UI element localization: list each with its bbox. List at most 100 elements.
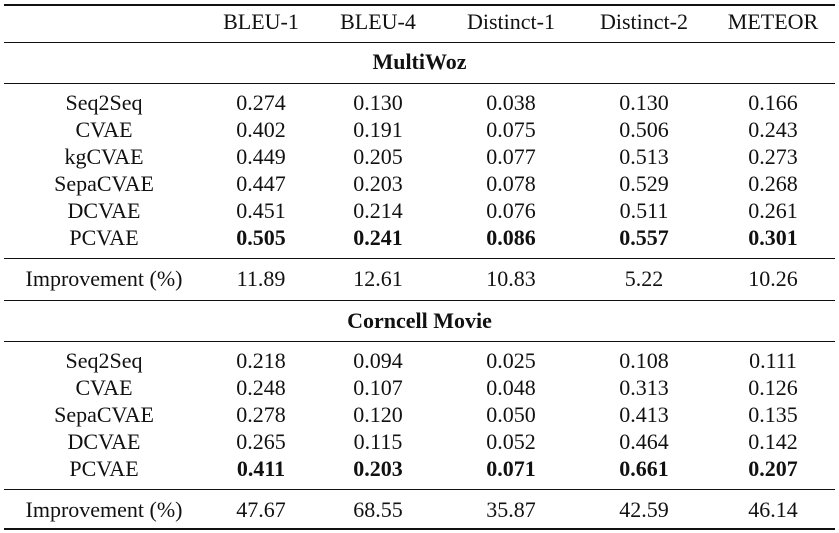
improvement-distinct-2: 5.22 xyxy=(624,266,664,291)
value-bleu-1: 0.248 xyxy=(236,375,286,400)
value-bleu-4: 0.120 xyxy=(353,402,403,427)
table-row: Seq2Seq 0.218 0.094 0.025 0.108 0.111 xyxy=(4,347,835,374)
table-row: DCVAE 0.265 0.115 0.052 0.464 0.142 xyxy=(4,428,835,455)
improvement-meteor: 46.14 xyxy=(748,497,798,522)
improvement-bleu-4: 68.55 xyxy=(353,497,403,522)
value-distinct-2: 0.511 xyxy=(619,198,669,223)
value-meteor: 0.273 xyxy=(748,144,798,169)
value-bleu-4: 0.115 xyxy=(353,429,403,454)
header-cell-model xyxy=(4,8,204,35)
value-distinct-1: 0.050 xyxy=(486,402,536,427)
value-bleu-4: 0.094 xyxy=(353,348,403,373)
model-name: kgCVAE xyxy=(64,144,144,169)
value-distinct-1: 0.078 xyxy=(486,171,536,196)
improvement-row: Improvement (%) 11.89 12.61 10.83 5.22 1… xyxy=(4,265,835,292)
value-bleu-4: 0.130 xyxy=(353,90,403,115)
model-name: PCVAE xyxy=(69,225,139,250)
table-row: SepaCVAE 0.278 0.120 0.050 0.413 0.135 xyxy=(4,401,835,428)
section-title-rule xyxy=(4,341,835,342)
value-bleu-1: 0.278 xyxy=(236,402,286,427)
value-meteor: 0.135 xyxy=(748,402,798,427)
value-distinct-2: 0.108 xyxy=(619,348,669,373)
improvement-rule xyxy=(4,258,835,259)
value-distinct-2: 0.557 xyxy=(619,225,669,250)
value-distinct-2: 0.313 xyxy=(619,375,669,400)
value-bleu-4: 0.191 xyxy=(353,117,403,142)
header-cell-distinct-1: Distinct-1 xyxy=(467,9,555,34)
value-distinct-1: 0.038 xyxy=(486,90,536,115)
model-name: DCVAE xyxy=(67,198,141,223)
header-rule xyxy=(4,42,835,43)
improvement-label: Improvement (%) xyxy=(25,497,183,522)
improvement-distinct-2: 42.59 xyxy=(619,497,669,522)
improvement-distinct-1: 10.83 xyxy=(486,266,536,291)
value-bleu-4: 0.205 xyxy=(353,144,403,169)
value-bleu-1: 0.274 xyxy=(236,90,286,115)
improvement-meteor: 10.26 xyxy=(748,266,798,291)
table-row: Seq2Seq 0.274 0.130 0.038 0.130 0.166 xyxy=(4,89,835,116)
value-distinct-2: 0.506 xyxy=(619,117,669,142)
model-name: DCVAE xyxy=(67,429,141,454)
improvement-label: Improvement (%) xyxy=(25,266,183,291)
improvement-bleu-1: 47.67 xyxy=(236,497,286,522)
value-distinct-1: 0.048 xyxy=(486,375,536,400)
model-name: PCVAE xyxy=(69,456,139,481)
header-cell-bleu-4: BLEU-4 xyxy=(340,9,416,34)
value-meteor: 0.111 xyxy=(749,348,797,373)
improvement-distinct-1: 35.87 xyxy=(486,497,536,522)
value-distinct-1: 0.025 xyxy=(486,348,536,373)
model-name: SepaCVAE xyxy=(54,171,154,196)
table-row-best: PCVAE 0.411 0.203 0.071 0.661 0.207 xyxy=(4,455,835,482)
table-row: CVAE 0.248 0.107 0.048 0.313 0.126 xyxy=(4,374,835,401)
value-distinct-1: 0.052 xyxy=(486,429,536,454)
value-distinct-2: 0.464 xyxy=(619,429,669,454)
model-name: CVAE xyxy=(75,375,133,400)
improvement-bleu-4: 12.61 xyxy=(353,266,403,291)
model-name: CVAE xyxy=(75,117,133,142)
value-meteor: 0.268 xyxy=(748,171,798,196)
value-distinct-2: 0.661 xyxy=(619,456,669,481)
header-cell-distinct-2: Distinct-2 xyxy=(600,9,688,34)
model-name: SepaCVAE xyxy=(54,402,154,427)
value-bleu-1: 0.218 xyxy=(236,348,286,373)
header-cell-bleu-1: BLEU-1 xyxy=(223,9,299,34)
value-distinct-2: 0.413 xyxy=(619,402,669,427)
improvement-rule xyxy=(4,489,835,490)
value-bleu-1: 0.411 xyxy=(236,456,286,481)
value-bleu-4: 0.203 xyxy=(353,456,403,481)
model-name: Seq2Seq xyxy=(65,90,143,115)
section-rule xyxy=(4,300,835,301)
value-bleu-1: 0.505 xyxy=(236,225,286,250)
section-title-corncell-movie: Corncell Movie xyxy=(347,308,492,333)
value-bleu-1: 0.449 xyxy=(236,144,286,169)
table-top-rule xyxy=(4,4,835,6)
value-distinct-2: 0.529 xyxy=(619,171,669,196)
table-row: SepaCVAE 0.447 0.203 0.078 0.529 0.268 xyxy=(4,170,835,197)
value-meteor: 0.126 xyxy=(748,375,798,400)
value-meteor: 0.301 xyxy=(748,225,798,250)
value-bleu-4: 0.107 xyxy=(353,375,403,400)
value-meteor: 0.261 xyxy=(748,198,798,223)
table-row: DCVAE 0.451 0.214 0.076 0.511 0.261 xyxy=(4,197,835,224)
improvement-row: Improvement (%) 47.67 68.55 35.87 42.59 … xyxy=(4,496,835,523)
value-bleu-4: 0.241 xyxy=(353,225,403,250)
value-distinct-1: 0.075 xyxy=(486,117,536,142)
table-header-row: BLEU-1 BLEU-4 Distinct-1 Distinct-2 METE… xyxy=(4,8,835,35)
table-row: kgCVAE 0.449 0.205 0.077 0.513 0.273 xyxy=(4,143,835,170)
value-bleu-1: 0.447 xyxy=(236,171,286,196)
value-bleu-1: 0.451 xyxy=(236,198,286,223)
section-title-multiwoz: MultiWoz xyxy=(372,49,467,74)
value-meteor: 0.243 xyxy=(748,117,798,142)
value-distinct-1: 0.086 xyxy=(486,225,536,250)
value-distinct-1: 0.077 xyxy=(486,144,536,169)
table-bottom-rule xyxy=(4,528,835,530)
value-distinct-1: 0.071 xyxy=(486,456,536,481)
value-distinct-2: 0.130 xyxy=(619,90,669,115)
value-bleu-1: 0.265 xyxy=(236,429,286,454)
value-bleu-4: 0.203 xyxy=(353,171,403,196)
table-row: CVAE 0.402 0.191 0.075 0.506 0.243 xyxy=(4,116,835,143)
section-title-rule xyxy=(4,83,835,84)
value-bleu-4: 0.214 xyxy=(353,198,403,223)
table-row-best: PCVAE 0.505 0.241 0.086 0.557 0.301 xyxy=(4,224,835,251)
